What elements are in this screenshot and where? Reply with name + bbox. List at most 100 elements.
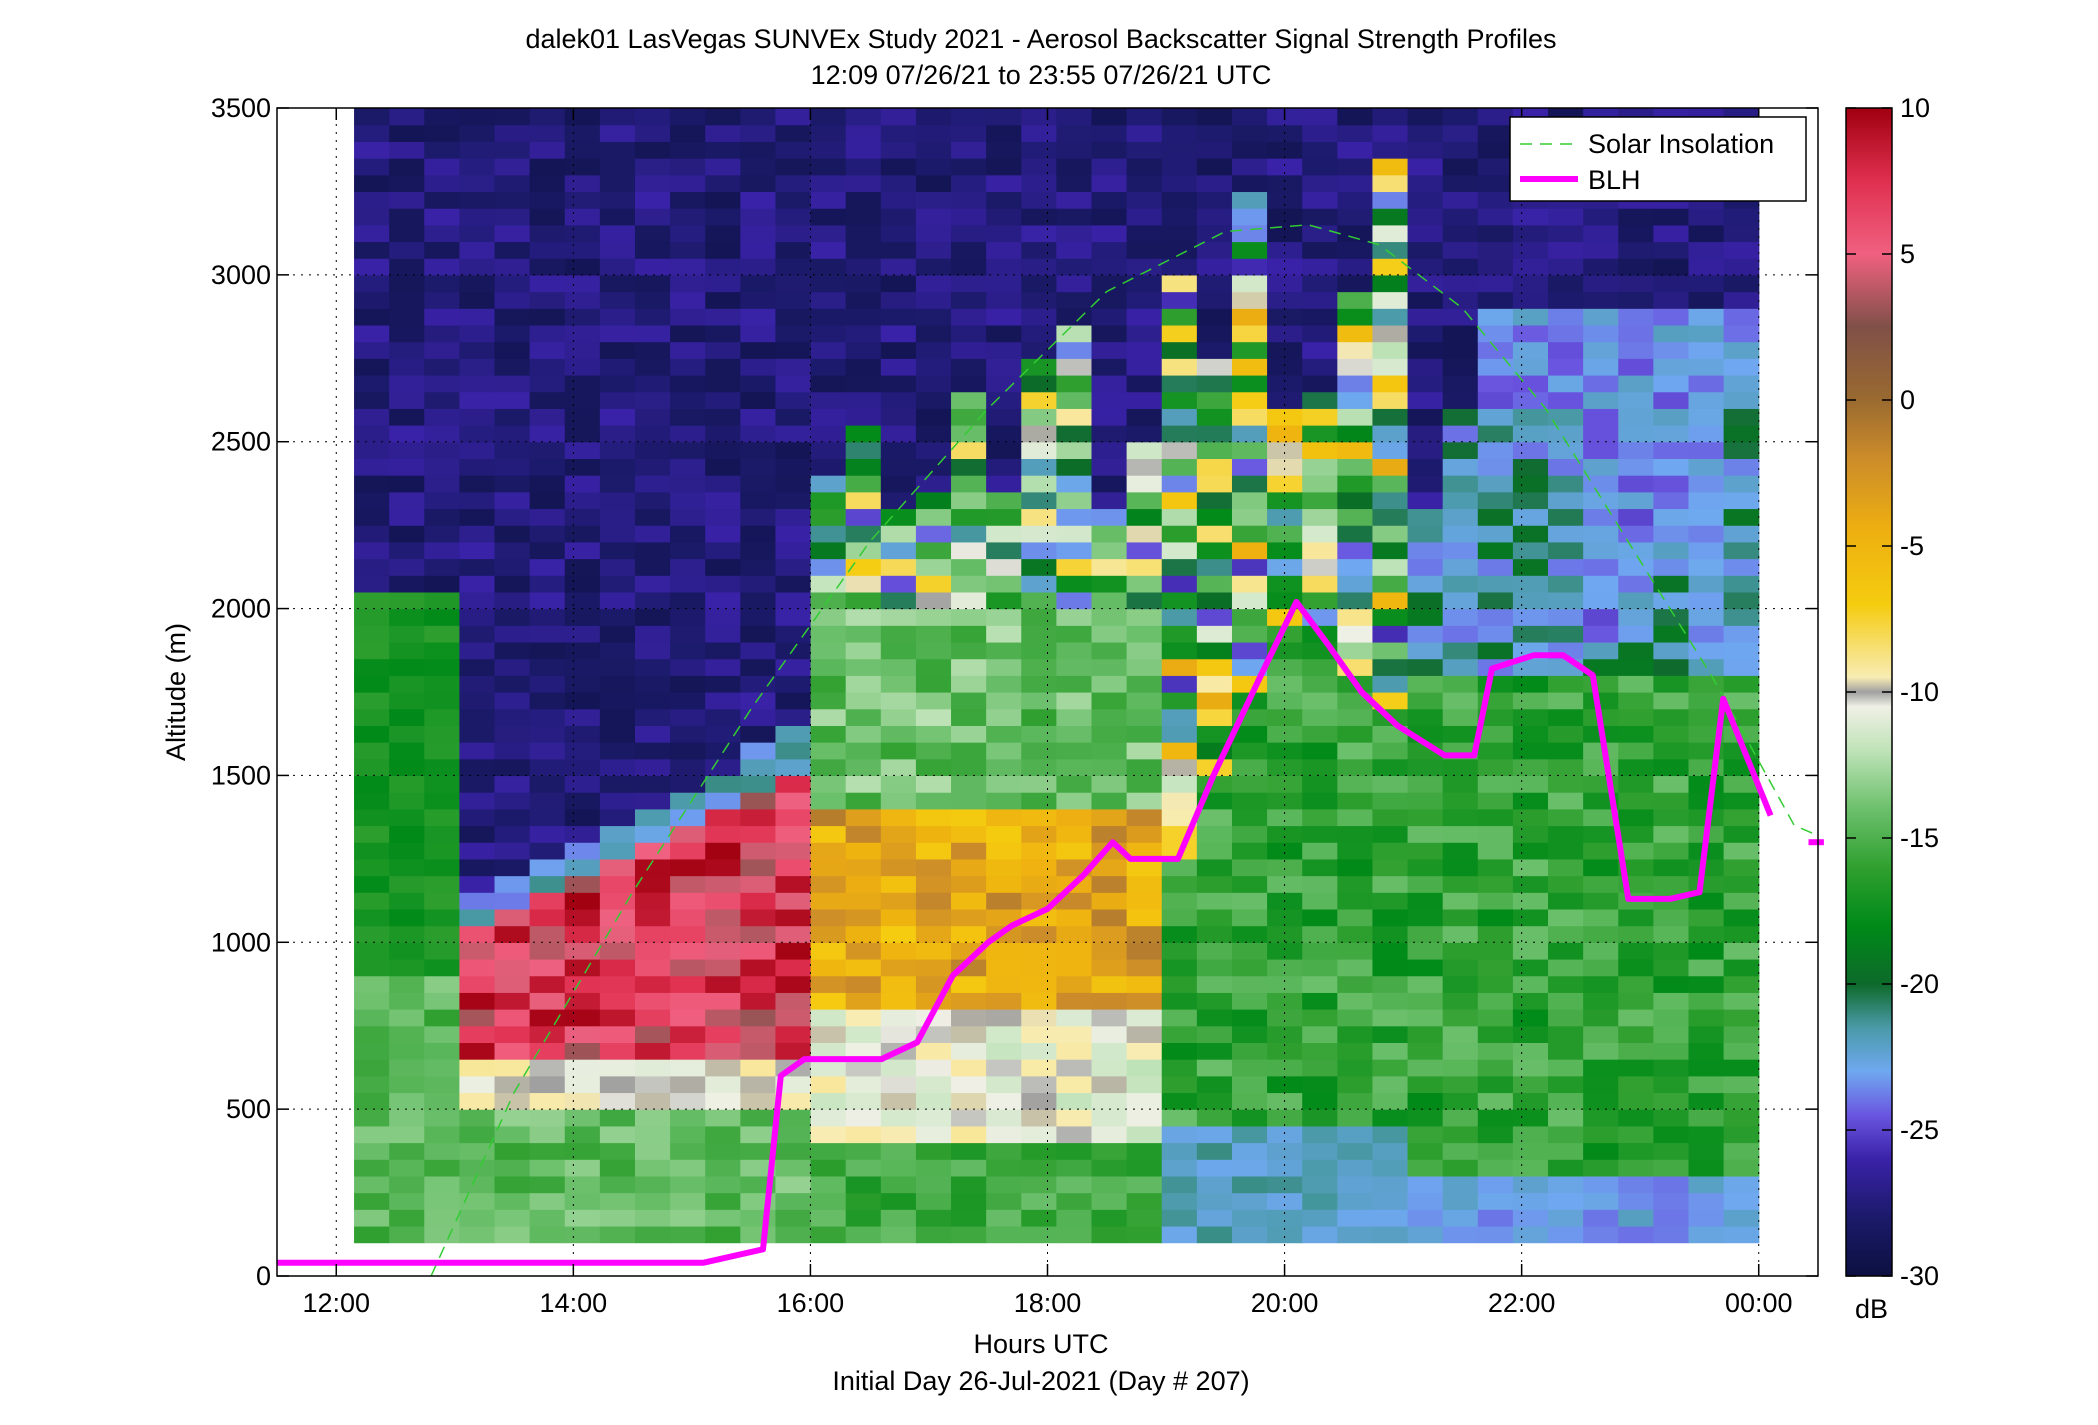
heatmap-cell — [599, 341, 636, 359]
heatmap-cell — [1618, 1075, 1654, 1094]
heatmap-cell — [775, 925, 812, 943]
heatmap-cell — [494, 875, 531, 893]
heatmap-cell — [634, 141, 671, 159]
heatmap-cell — [951, 324, 987, 343]
heatmap-cell — [986, 1092, 1022, 1110]
heatmap-cell — [459, 808, 496, 827]
heatmap-cell — [1056, 675, 1093, 693]
heatmap-cell — [424, 1092, 460, 1110]
heatmap-cell — [1126, 1175, 1163, 1194]
heatmap-cell — [740, 875, 777, 893]
heatmap-cell — [740, 758, 777, 777]
heatmap-cell — [1126, 875, 1163, 893]
heatmap-cell — [775, 625, 812, 643]
heatmap-cell — [1372, 692, 1409, 710]
heatmap-cell — [1267, 1159, 1303, 1177]
heatmap-cell — [1231, 958, 1268, 977]
heatmap-cell — [1723, 525, 1760, 543]
heatmap-cell — [1512, 608, 1549, 626]
heatmap-cell — [564, 224, 601, 243]
heatmap-cell — [1337, 108, 1374, 126]
heatmap-cell — [494, 341, 531, 359]
heatmap-cell — [986, 274, 1022, 293]
heatmap-cell — [1021, 1009, 1057, 1027]
heatmap-cell — [424, 391, 460, 409]
heatmap-cell — [424, 708, 460, 726]
heatmap-cell — [564, 1209, 601, 1227]
heatmap-cell — [810, 408, 847, 426]
heatmap-cell — [951, 174, 987, 193]
heatmap-cell — [1337, 875, 1374, 893]
heatmap-cell — [1056, 1192, 1093, 1210]
heatmap-cell — [705, 108, 741, 126]
heatmap-cell — [1477, 775, 1514, 793]
heatmap-cell — [740, 458, 777, 476]
heatmap-cell — [1302, 425, 1338, 443]
heatmap-cell — [775, 675, 812, 693]
heatmap-cell — [986, 708, 1022, 726]
heatmap-cell — [1021, 108, 1057, 126]
heatmap-cell — [1231, 1009, 1268, 1027]
heatmap-cell — [775, 775, 812, 793]
heatmap-cell — [1267, 808, 1303, 827]
heatmap-cell — [775, 324, 812, 343]
heatmap-cell — [1723, 858, 1760, 877]
heatmap-cell — [1723, 258, 1760, 276]
heatmap-cell — [1302, 1059, 1338, 1077]
heatmap-cell — [1407, 541, 1444, 560]
heatmap-cell — [915, 1125, 952, 1144]
heatmap-cell — [705, 425, 741, 443]
heatmap-cell — [880, 908, 917, 927]
heatmap-cell — [1056, 825, 1093, 843]
heatmap-cell — [389, 258, 425, 276]
heatmap-cell — [529, 942, 566, 960]
heatmap-cell — [1583, 591, 1619, 610]
heatmap-cell — [1196, 1125, 1233, 1144]
heatmap-cell — [1337, 291, 1374, 309]
heatmap-cell — [1302, 291, 1338, 309]
heatmap-cell — [1231, 908, 1268, 927]
heatmap-cell — [1161, 575, 1198, 593]
heatmap-cell — [1056, 108, 1093, 126]
heatmap-cell — [1337, 892, 1374, 910]
heatmap-cell — [1723, 875, 1760, 893]
heatmap-cell — [1512, 992, 1549, 1010]
heatmap-cell — [1021, 625, 1057, 643]
heatmap-cell — [389, 575, 425, 593]
heatmap-cell — [775, 1209, 812, 1227]
heatmap-cell — [494, 391, 531, 409]
heatmap-cell — [1407, 1192, 1444, 1210]
heatmap-cell — [1548, 758, 1584, 777]
heatmap-cell — [810, 124, 847, 142]
heatmap-cell — [1231, 224, 1268, 243]
heatmap-cell — [845, 775, 882, 793]
heatmap-cell — [951, 475, 987, 493]
heatmap-cell — [775, 758, 812, 777]
heatmap-cell — [740, 441, 777, 459]
heatmap-cell — [1583, 1125, 1619, 1144]
heatmap-cell — [1442, 241, 1479, 259]
heatmap-cell — [1407, 1075, 1444, 1094]
heatmap-cell — [634, 475, 671, 493]
heatmap-cell — [1267, 725, 1303, 743]
heatmap-cell — [880, 141, 917, 159]
heatmap-cell — [494, 892, 531, 910]
heatmap-cell — [986, 1125, 1022, 1144]
heatmap-cell — [1688, 992, 1725, 1010]
x-axis-ticks: 12:00 14:00 16:00 18:00 20:00 22:00 00:00 — [302, 108, 1793, 1318]
heatmap-cell — [1337, 808, 1374, 827]
heatmap-cell — [529, 641, 566, 660]
heatmap-cell — [775, 808, 812, 827]
heatmap-cell — [354, 692, 390, 710]
colorbar-tick-label: -20 — [1900, 969, 1939, 999]
heatmap-cell — [1512, 1025, 1549, 1043]
heatmap-cell — [1161, 608, 1198, 626]
heatmap-cell — [1442, 808, 1479, 827]
heatmap-cell — [880, 1025, 917, 1043]
heatmap-cell — [845, 391, 882, 409]
heatmap-cell — [775, 541, 812, 560]
heatmap-cell — [1618, 825, 1654, 843]
heatmap-cell — [389, 1142, 425, 1160]
heatmap-cell — [1512, 675, 1549, 693]
heatmap-cell — [529, 391, 566, 409]
